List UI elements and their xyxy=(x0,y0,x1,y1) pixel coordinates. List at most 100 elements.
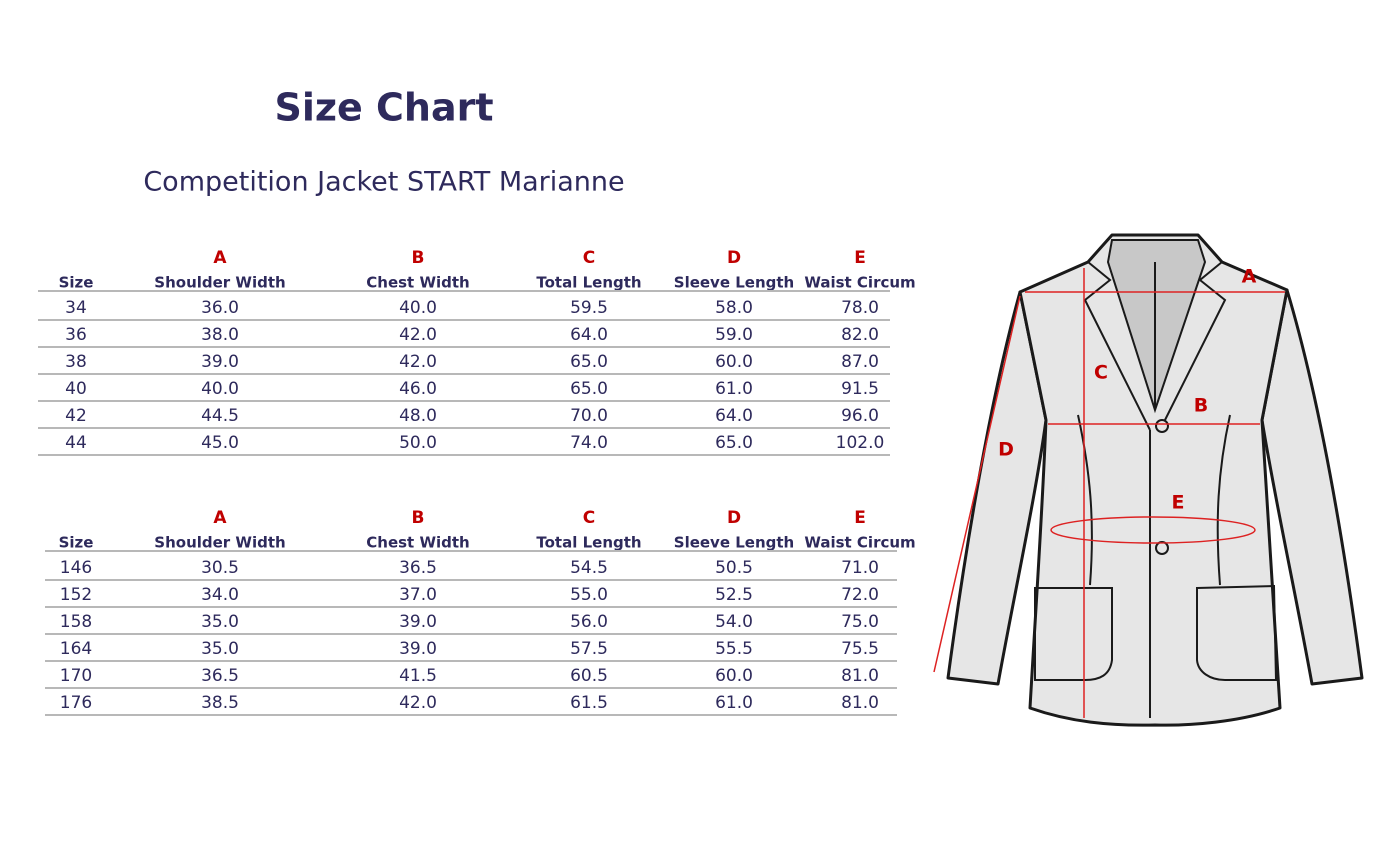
cell: 158 xyxy=(60,612,92,632)
column-header: Total Length xyxy=(536,274,641,292)
column-header: Size xyxy=(59,274,94,292)
jacket-drawing: A B C D E xyxy=(933,233,1364,727)
column-header: Shoulder Width xyxy=(154,274,285,292)
column-letter: B xyxy=(412,508,425,528)
cell: 44 xyxy=(65,433,87,453)
cell: 54.0 xyxy=(715,612,753,632)
cell: 34 xyxy=(65,298,87,318)
cell: 74.0 xyxy=(570,433,608,453)
column-letter: A xyxy=(213,248,227,268)
cell: 50.0 xyxy=(399,433,437,453)
cell: 42.0 xyxy=(399,352,437,372)
diagram-label: C xyxy=(1094,362,1108,384)
cell: 61.0 xyxy=(715,693,753,713)
cell: 61.0 xyxy=(715,379,753,399)
cell: 64.0 xyxy=(715,406,753,426)
cell: 42.0 xyxy=(399,325,437,345)
cell: 60.5 xyxy=(570,666,608,686)
column-header: Waist Circum xyxy=(804,534,915,552)
column-header: Total Length xyxy=(536,534,641,552)
column-header: Size xyxy=(59,534,94,552)
cell: 164 xyxy=(60,639,92,659)
column-letter: E xyxy=(854,508,866,528)
cell: 40.0 xyxy=(201,379,239,399)
diagram-label: A xyxy=(1242,266,1257,288)
column-letter: D xyxy=(727,508,741,528)
cell: 34.0 xyxy=(201,585,239,605)
cell: 61.5 xyxy=(570,693,608,713)
column-letter: E xyxy=(854,248,866,268)
cell: 75.0 xyxy=(841,612,879,632)
column-header: Chest Width xyxy=(366,274,469,292)
column-header: Sleeve Length xyxy=(674,534,794,552)
cell: 56.0 xyxy=(570,612,608,632)
cell: 39.0 xyxy=(399,612,437,632)
cell: 30.5 xyxy=(201,558,239,578)
cell: 55.5 xyxy=(715,639,753,659)
diagram-label: E xyxy=(1172,492,1185,514)
cell: 81.0 xyxy=(841,693,879,713)
column-letter: D xyxy=(727,248,741,268)
title: Size Chart xyxy=(274,86,493,130)
cell: 65.0 xyxy=(570,352,608,372)
cell: 36.5 xyxy=(201,666,239,686)
diagram-label: B xyxy=(1194,395,1208,417)
cell: 36 xyxy=(65,325,87,345)
cell: 146 xyxy=(60,558,92,578)
cell: 38.0 xyxy=(201,325,239,345)
column-letter: C xyxy=(583,508,595,528)
cell: 39.0 xyxy=(201,352,239,372)
column-header: Shoulder Width xyxy=(154,534,285,552)
cell: 96.0 xyxy=(841,406,879,426)
cell: 36.5 xyxy=(399,558,437,578)
cell: 54.5 xyxy=(570,558,608,578)
cell: 72.0 xyxy=(841,585,879,605)
cell: 39.0 xyxy=(399,639,437,659)
column-header: Sleeve Length xyxy=(674,274,794,292)
cell: 81.0 xyxy=(841,666,879,686)
subtitle: Competition Jacket START Marianne xyxy=(143,167,624,198)
cell: 170 xyxy=(60,666,92,686)
cell: 40.0 xyxy=(399,298,437,318)
cell: 91.5 xyxy=(841,379,879,399)
cell: 41.5 xyxy=(399,666,437,686)
cell: 75.5 xyxy=(841,639,879,659)
cell: 37.0 xyxy=(399,585,437,605)
column-letter: C xyxy=(583,248,595,268)
cell: 36.0 xyxy=(201,298,239,318)
cell: 52.5 xyxy=(715,585,753,605)
cell: 82.0 xyxy=(841,325,879,345)
cell: 59.5 xyxy=(570,298,608,318)
cell: 58.0 xyxy=(715,298,753,318)
cell: 64.0 xyxy=(570,325,608,345)
cell: 70.0 xyxy=(570,406,608,426)
cell: 45.0 xyxy=(201,433,239,453)
cell: 78.0 xyxy=(841,298,879,318)
tables: A B C D E Size Shoulder Width Chest Width Total … xyxy=(38,248,916,716)
cell: 35.0 xyxy=(201,639,239,659)
cell: 38 xyxy=(65,352,87,372)
cell: 42 xyxy=(65,406,87,426)
cell: 102.0 xyxy=(836,433,885,453)
cell: 57.5 xyxy=(570,639,608,659)
cell: 44.5 xyxy=(201,406,239,426)
cell: 87.0 xyxy=(841,352,879,372)
cell: 71.0 xyxy=(841,558,879,578)
column-letter: A xyxy=(213,508,227,528)
cell: 152 xyxy=(60,585,92,605)
column-letter: B xyxy=(412,248,425,268)
cell: 176 xyxy=(60,693,92,713)
cell: 65.0 xyxy=(570,379,608,399)
column-header: Waist Circum xyxy=(804,274,915,292)
cell: 40 xyxy=(65,379,87,399)
cell: 35.0 xyxy=(201,612,239,632)
cell: 55.0 xyxy=(570,585,608,605)
cell: 42.0 xyxy=(399,693,437,713)
cell: 60.0 xyxy=(715,352,753,372)
diagram-label: D xyxy=(998,439,1014,461)
cell: 50.5 xyxy=(715,558,753,578)
cell: 38.5 xyxy=(201,693,239,713)
cell: 60.0 xyxy=(715,666,753,686)
cell: 65.0 xyxy=(715,433,753,453)
